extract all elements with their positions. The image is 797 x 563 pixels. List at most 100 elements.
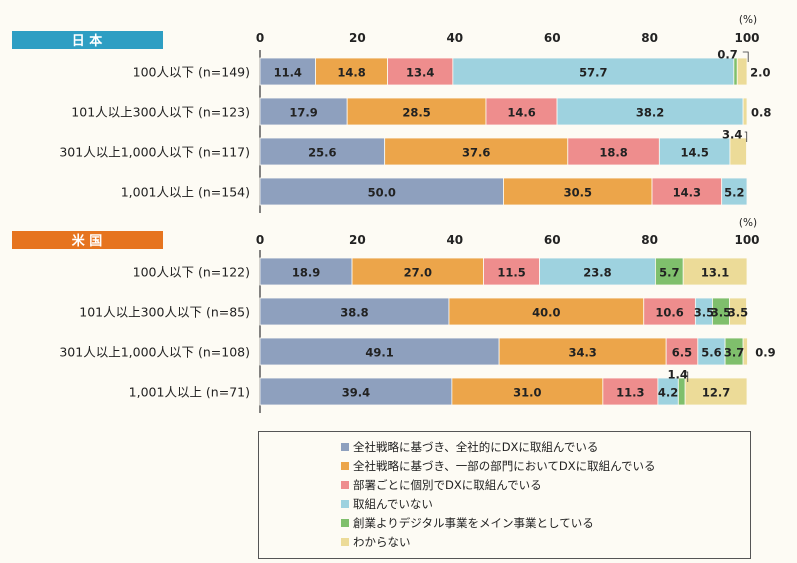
bar-segment (697, 337, 726, 366)
panel-title-box (12, 231, 163, 249)
legend-label: 取組んでいない (353, 497, 433, 511)
legend-item: 全社戦略に基づき、一部の部門においてDXに取組んでいる (341, 459, 656, 473)
bar-segment (567, 137, 660, 166)
x-tick-label: 40 (446, 31, 463, 45)
leader-line (744, 131, 748, 142)
legend-swatch (341, 462, 349, 470)
bar-segment (503, 177, 653, 206)
category-label: 301人以上1,000人以下 (n=117) (59, 145, 250, 160)
data-label: 13.4 (406, 66, 434, 80)
data-label: 40.0 (532, 306, 560, 320)
bar-segment (729, 297, 747, 326)
data-label: 38.2 (636, 106, 664, 120)
data-label: 5.2 (724, 186, 744, 200)
bar-segment (384, 137, 569, 166)
bar-segment (655, 257, 684, 286)
bar-segment (602, 377, 659, 406)
data-label: 11.3 (616, 386, 644, 400)
bar-segment (682, 257, 748, 286)
x-tick-label: 80 (641, 233, 658, 247)
x-tick-label: 100 (734, 31, 759, 45)
data-label: 30.5 (564, 186, 592, 200)
data-label: 34.3 (568, 346, 596, 360)
data-label: 50.0 (368, 186, 396, 200)
data-label: 49.1 (365, 346, 393, 360)
bar-segment (658, 137, 731, 166)
data-label: 17.9 (289, 106, 317, 120)
category-label: 100人以下 (n=149) (133, 65, 250, 80)
data-label: 0.9 (755, 346, 775, 360)
bar-segment (742, 97, 748, 126)
data-label: 6.5 (672, 346, 692, 360)
data-label: 5.6 (701, 346, 721, 360)
data-label: 3.7 (724, 346, 744, 360)
bar-segment (259, 377, 453, 406)
bar-segment (684, 377, 748, 406)
data-label: 13.1 (701, 266, 729, 280)
x-tick-label: 20 (349, 31, 366, 45)
data-label: 12.7 (702, 386, 730, 400)
data-label: 14.5 (680, 146, 708, 160)
data-label: 3.5 (711, 306, 731, 320)
unit-label: (%) (739, 217, 757, 229)
legend-label: 創業よりデジタル事業をメイン事業としている (353, 516, 594, 530)
bar-segment (259, 97, 348, 126)
legend-item: わからない (341, 535, 411, 549)
legend-swatch (341, 538, 349, 546)
leader-line (685, 371, 689, 382)
data-label: 2.0 (750, 66, 770, 80)
data-label: 39.4 (342, 386, 370, 400)
data-label: 0.7 (717, 48, 737, 62)
bar-segment (259, 337, 500, 366)
legend-label: 全社戦略に基づき、全社的にDXに取組んでいる (353, 440, 599, 454)
bar-segment (677, 377, 686, 406)
bar-segment (483, 257, 540, 286)
category-label: 101人以上300人以下 (n=123) (71, 105, 250, 120)
category-label: 1,001人以上 (n=71) (129, 385, 250, 400)
bar-segment (351, 257, 484, 286)
x-tick-label: 80 (641, 31, 658, 45)
data-label: 23.8 (583, 266, 611, 280)
data-label: 37.6 (462, 146, 490, 160)
bar-segment (259, 137, 386, 166)
legend: 全社戦略に基づき、全社的にDXに取組んでいる 全社戦略に基づき、一部の部門におい… (258, 431, 751, 559)
data-label: 31.0 (513, 386, 541, 400)
legend-swatch (341, 519, 349, 527)
bar-segment (448, 297, 645, 326)
legend-item: 創業よりデジタル事業をメイン事業としている (341, 516, 594, 530)
bar-segment (665, 337, 699, 366)
bar-segment (729, 137, 747, 166)
data-label: 0.8 (751, 106, 771, 120)
data-label: 27.0 (404, 266, 432, 280)
data-label: 38.8 (340, 306, 368, 320)
bar-segment (733, 57, 738, 86)
data-label: 4.2 (658, 386, 678, 400)
legend-swatch (341, 500, 349, 508)
data-label: 14.8 (337, 66, 365, 80)
data-label: 14.3 (673, 186, 701, 200)
category-label: 100人以下 (n=122) (133, 265, 250, 280)
data-label: 1.4 (668, 368, 688, 382)
data-label: 11.4 (274, 66, 302, 80)
x-tick-label: 60 (544, 233, 561, 247)
bar-segment (742, 337, 748, 366)
data-label: 5.7 (659, 266, 679, 280)
data-label: 57.7 (579, 66, 607, 80)
bar-segment (721, 177, 748, 206)
data-label: 18.8 (599, 146, 627, 160)
leader-line (742, 51, 749, 62)
bar-segment (346, 97, 487, 126)
data-label: 25.6 (308, 146, 336, 160)
legend-swatch (341, 443, 349, 451)
panel-title: 日 本 (72, 33, 103, 49)
legend-item: 取組んでいない (341, 497, 433, 511)
x-tick-label: 0 (256, 31, 264, 45)
bar-segment (387, 57, 454, 86)
data-label: 28.5 (402, 106, 430, 120)
data-label: 10.6 (655, 306, 683, 320)
x-tick-label: 40 (446, 233, 463, 247)
unit-label: (%) (739, 14, 757, 26)
data-label: 11.5 (497, 266, 525, 280)
bar-segment (736, 57, 748, 86)
legend-item: 全社戦略に基づき、全社的にDXに取組んでいる (341, 440, 598, 454)
